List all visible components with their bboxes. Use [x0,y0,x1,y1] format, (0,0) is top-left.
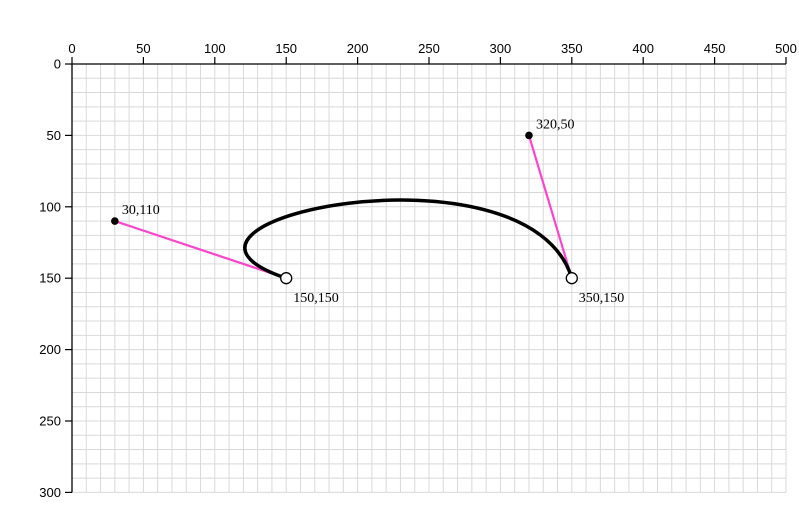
grid [72,64,787,493]
handle-line-end [527,135,573,279]
x-tick-label: 150 [275,41,297,56]
x-tick-label: 450 [704,41,726,56]
x-tick-label: 350 [561,41,583,56]
x-tick-label: 50 [136,41,150,56]
end-point [565,272,578,285]
points [111,131,578,285]
tick-labels: 0 50 100 150 200 250 300 350 400 450 500 0 50 100 150 2… [39,41,797,500]
y-tick-label: 0 [54,57,61,72]
y-tick-label: 150 [39,271,61,286]
control2-label: 320,50 [536,117,575,132]
x-tick-label: 250 [418,41,440,56]
y-tick-label: 100 [39,199,61,214]
control-handles [114,135,573,280]
axes [65,57,787,493]
start-point [280,272,293,285]
x-tick-label: 400 [632,41,654,56]
y-tick-label: 50 [47,128,61,143]
end-label: 350,150 [579,291,625,306]
control1-label: 30,110 [122,203,160,218]
bezier-curve [243,198,574,280]
y-tick-label: 250 [39,414,61,429]
x-tick-label: 200 [347,41,369,56]
start-label: 150,150 [293,291,339,306]
x-tick-label: 300 [490,41,512,56]
y-tick-label: 200 [39,342,61,357]
x-tick-label: 500 [775,41,797,56]
x-tick-label: 100 [204,41,226,56]
handle-line-start [114,220,287,280]
y-tick-label: 300 [39,485,61,500]
x-tick-label: 0 [68,41,75,56]
point-labels: 30,110 150,150 320,50 350,150 [122,117,624,306]
control2-point [525,131,533,140]
control1-point [111,217,119,225]
